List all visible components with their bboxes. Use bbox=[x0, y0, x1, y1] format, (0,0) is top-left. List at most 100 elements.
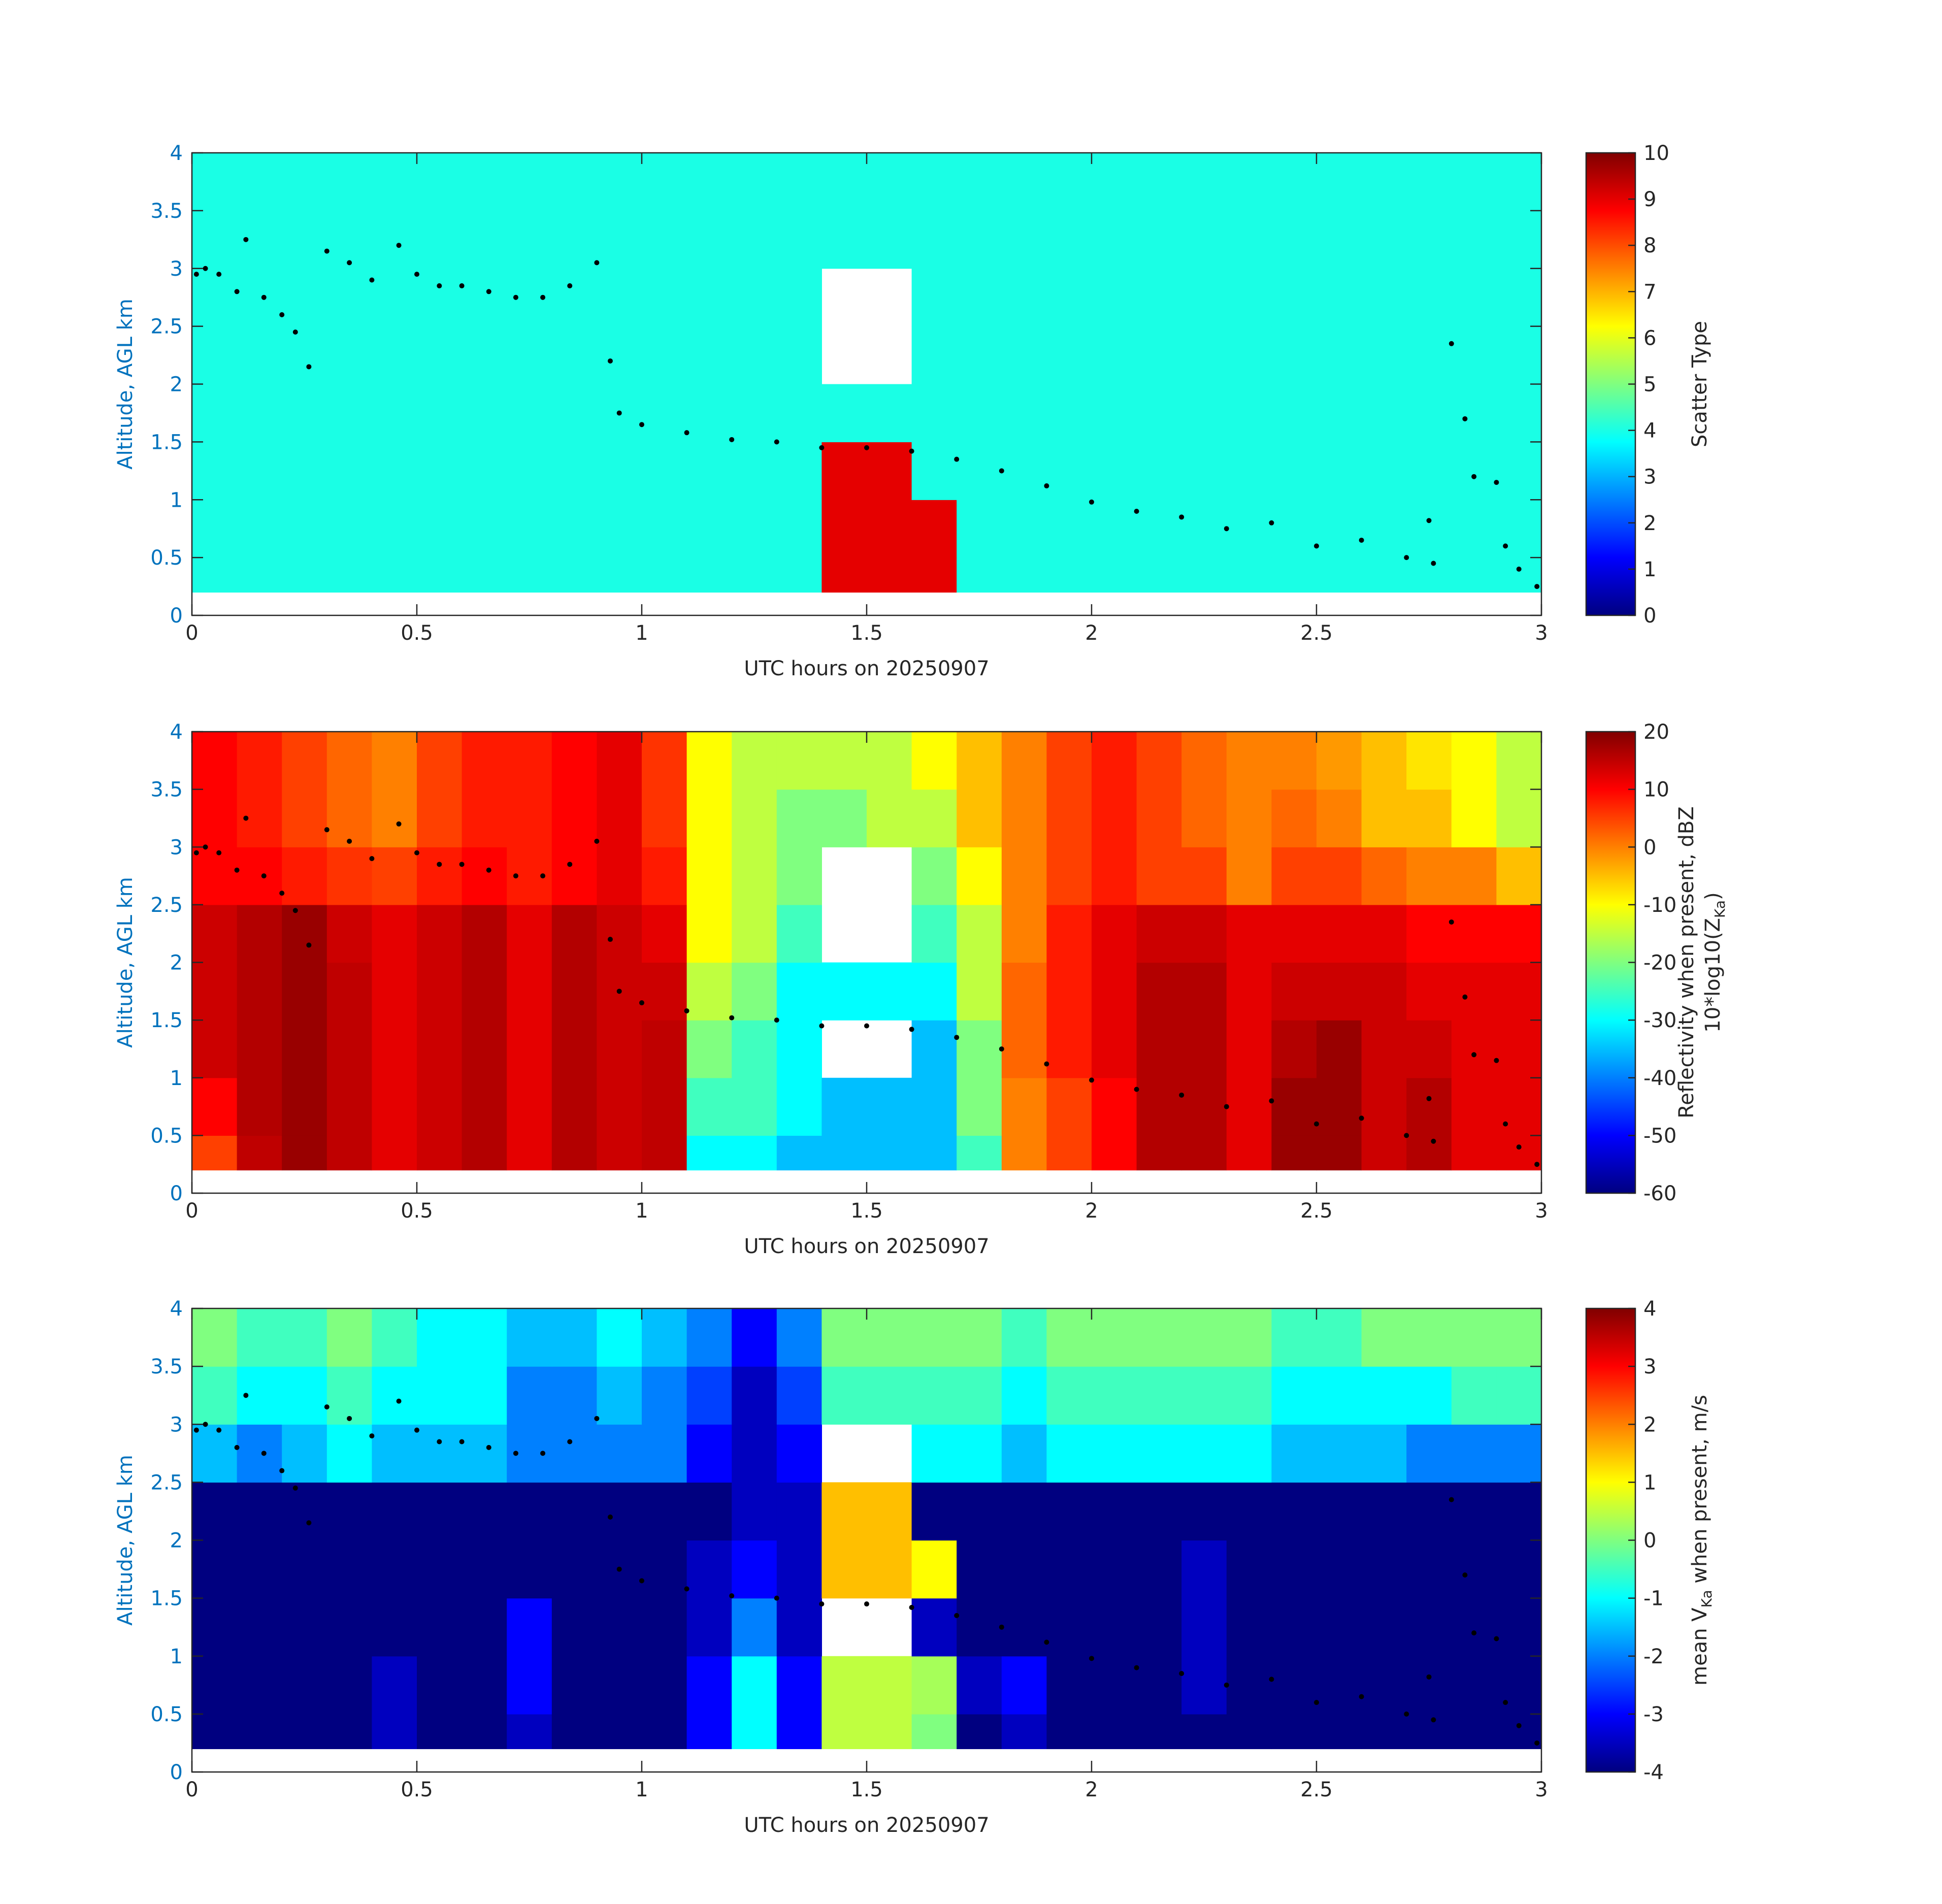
cloud-base-point bbox=[347, 260, 352, 266]
heatmap-cell bbox=[1316, 1598, 1362, 1657]
heatmap-cell bbox=[732, 326, 777, 385]
label-part: 10*log10(Z bbox=[1701, 918, 1725, 1033]
cloud-base-point bbox=[193, 850, 199, 856]
cloud-base-point bbox=[324, 248, 330, 254]
heatmap-cell bbox=[642, 557, 687, 593]
colorbar-tick-label: 6 bbox=[1643, 326, 1656, 350]
heatmap-cell bbox=[776, 1482, 822, 1541]
heatmap-cell bbox=[732, 1366, 777, 1425]
cloud-base-point bbox=[243, 237, 249, 242]
cloud-base-point bbox=[279, 1468, 285, 1473]
cloud-base-point bbox=[1179, 514, 1184, 520]
heatmap-cell bbox=[372, 1366, 417, 1425]
heatmap-cell bbox=[1316, 557, 1362, 593]
heatmap-cell bbox=[1316, 962, 1362, 1021]
heatmap-cell bbox=[551, 210, 597, 269]
heatmap-cell bbox=[911, 1077, 957, 1136]
cloud-base-point bbox=[1449, 341, 1454, 346]
heatmap-cell bbox=[1092, 326, 1137, 385]
cloud-base-point bbox=[1044, 1639, 1049, 1645]
heatmap-cell bbox=[507, 1135, 552, 1171]
heatmap-cell bbox=[462, 442, 507, 500]
heatmap-cell bbox=[732, 1598, 777, 1657]
y-tick-label: 0 bbox=[170, 1182, 183, 1205]
heatmap-cell bbox=[282, 732, 327, 790]
heatmap-cell bbox=[1316, 268, 1362, 327]
x-tick-label: 0 bbox=[185, 1778, 198, 1801]
heatmap-cell bbox=[507, 1714, 552, 1749]
heatmap-cell bbox=[1316, 210, 1362, 269]
x-tick-label: 3 bbox=[1535, 1199, 1548, 1223]
heatmap-cell bbox=[1361, 1366, 1407, 1425]
heatmap-cell bbox=[1092, 904, 1137, 963]
cloud-base-point bbox=[1426, 1096, 1432, 1101]
heatmap-cell bbox=[686, 1482, 732, 1541]
cloud-base-point bbox=[203, 1422, 208, 1427]
heatmap-cell bbox=[192, 1308, 238, 1367]
y-tick-label: 0 bbox=[170, 604, 183, 628]
heatmap-cell bbox=[462, 789, 507, 847]
x-tick-label: 0.5 bbox=[401, 621, 433, 645]
heatmap-cell bbox=[1046, 847, 1092, 905]
cloud-base-point bbox=[414, 850, 419, 856]
heatmap-cell bbox=[1451, 1598, 1497, 1657]
heatmap-cell bbox=[1046, 732, 1092, 790]
heatmap-cell bbox=[1316, 1077, 1362, 1136]
cloud-base-point bbox=[1426, 1674, 1432, 1680]
heatmap-cell bbox=[1092, 1366, 1137, 1425]
heatmap-cell bbox=[1001, 268, 1047, 327]
heatmap-cell bbox=[237, 1424, 282, 1483]
heatmap-cell bbox=[821, 1308, 867, 1367]
heatmap-cell bbox=[326, 1656, 372, 1715]
heatmap-cell bbox=[462, 732, 507, 790]
heatmap-cell bbox=[1271, 1656, 1317, 1715]
heatmap-cell bbox=[507, 904, 552, 963]
heatmap-cell bbox=[732, 1135, 777, 1171]
cloud-base-point bbox=[909, 1604, 914, 1610]
colorbar-tick-label: -3 bbox=[1643, 1703, 1664, 1726]
cloud-base-point bbox=[567, 283, 573, 288]
heatmap-cell bbox=[821, 384, 867, 442]
y-tick-label: 4 bbox=[170, 720, 183, 744]
heatmap-cell bbox=[417, 1366, 463, 1425]
heatmap-cell bbox=[1046, 1540, 1092, 1599]
cloud-base-point bbox=[774, 1017, 779, 1023]
heatmap-cell bbox=[686, 326, 732, 385]
cloud-base-point bbox=[234, 1445, 240, 1450]
heatmap-cell bbox=[237, 1135, 282, 1171]
cloud-base-point bbox=[396, 243, 402, 248]
heatmap-cell bbox=[551, 1020, 597, 1078]
heatmap-cell bbox=[776, 1020, 822, 1078]
heatmap-cell bbox=[417, 557, 463, 593]
heatmap-cell bbox=[237, 904, 282, 963]
heatmap-cell bbox=[1226, 1308, 1272, 1367]
heatmap-cell bbox=[1136, 1598, 1182, 1657]
heatmap-cell bbox=[597, 268, 642, 327]
heatmap-cell bbox=[326, 1598, 372, 1657]
heatmap-cell bbox=[732, 1656, 777, 1715]
heatmap-cell bbox=[1226, 847, 1272, 905]
heatmap-cell bbox=[821, 789, 867, 847]
heatmap-cell bbox=[1361, 1020, 1407, 1078]
heatmap-cell bbox=[821, 442, 867, 500]
heatmap-cell bbox=[1271, 847, 1317, 905]
cloud-base-point bbox=[306, 942, 312, 948]
heatmap-cell bbox=[1361, 442, 1407, 500]
x-tick-label: 1.5 bbox=[850, 1778, 883, 1801]
heatmap-cell bbox=[462, 500, 507, 558]
heatmap-cell bbox=[776, 1656, 822, 1715]
heatmap-cell bbox=[1046, 904, 1092, 963]
colorbar-tick-label: 3 bbox=[1643, 466, 1656, 489]
cloud-base-point bbox=[437, 1439, 442, 1445]
heatmap-cell bbox=[1092, 1656, 1137, 1715]
heatmap-cell bbox=[911, 1308, 957, 1367]
cloud-base-point bbox=[1044, 483, 1049, 488]
heatmap-cell bbox=[1226, 1366, 1272, 1425]
cloud-base-point bbox=[1494, 1636, 1499, 1642]
heatmap-cell bbox=[957, 557, 1002, 593]
cloud-base-point bbox=[999, 1624, 1004, 1630]
heatmap-cell bbox=[1271, 557, 1317, 593]
heatmap-cell bbox=[642, 962, 687, 1021]
cloud-base-point bbox=[639, 1578, 644, 1584]
subscript: Ka bbox=[1698, 1590, 1715, 1607]
